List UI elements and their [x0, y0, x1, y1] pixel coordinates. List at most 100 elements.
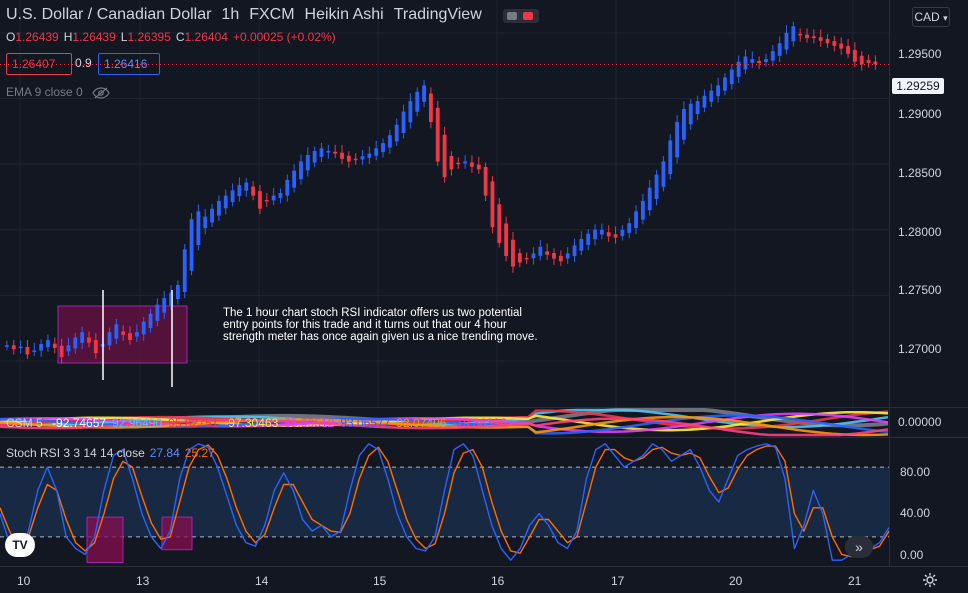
eye-hidden-icon[interactable] [92, 87, 110, 99]
currency-select[interactable]: CAD ▾ [912, 7, 950, 27]
settings-gear-icon[interactable] [922, 572, 938, 588]
candle-body [757, 60, 762, 64]
candle-body [572, 245, 577, 256]
pane-separator[interactable] [0, 407, 968, 408]
ema-legend[interactable]: EMA 9 close 0 [6, 85, 110, 99]
candle-body [18, 346, 23, 349]
candle-body [32, 350, 37, 353]
candle-body [87, 337, 91, 343]
candle-body [422, 85, 426, 102]
time-axis[interactable] [0, 566, 968, 593]
candle-body [326, 150, 331, 153]
candle-body [134, 332, 139, 337]
price-tick: 1.28000 [898, 225, 942, 239]
candle-body [798, 33, 803, 36]
candle-body [825, 38, 830, 44]
price-tick: 1.27500 [898, 283, 942, 297]
candle-body [73, 337, 78, 349]
stoch-rsi-legend[interactable]: Stoch RSI 3 3 14 14 close 27.84 25.27 [6, 446, 220, 460]
price-chart[interactable] [0, 0, 889, 407]
candle-body [285, 179, 290, 196]
time-tick: 14 [255, 574, 269, 588]
candle-body [107, 332, 112, 346]
candle-body [675, 122, 680, 158]
candle-body [216, 200, 221, 216]
price-tick: 1.27000 [898, 342, 942, 356]
candle-body [353, 158, 358, 161]
spread-value: 0.9 [75, 56, 92, 70]
buy-button[interactable]: 1.26416 [98, 53, 160, 75]
csm-pane[interactable] [0, 408, 889, 437]
candle-body [305, 154, 310, 171]
candle-body [784, 32, 789, 50]
candle-body [449, 155, 454, 170]
candle-body [627, 223, 632, 233]
candle-body [387, 135, 392, 148]
candle-body [654, 174, 659, 200]
chart-title[interactable]: U.S. Dollar / Canadian Dollar 1h FXCM Heiki… [6, 6, 492, 24]
toggle-left-icon [507, 12, 517, 20]
csm-line [0, 415, 889, 437]
scroll-to-realtime-button[interactable]: » [845, 536, 873, 558]
rsi-tick: 80.00 [900, 465, 931, 479]
candle-body [764, 59, 768, 62]
stoch-rsi-k-line [0, 443, 889, 561]
candle-body [46, 340, 50, 348]
candle-body [470, 162, 474, 167]
chart-style[interactable]: Heikin Ashi [304, 6, 384, 23]
sell-button[interactable]: 1.26407 [6, 53, 72, 75]
candle-body [606, 232, 611, 237]
price-axis[interactable] [889, 0, 968, 566]
stoch-rsi-d-value: 25.27 [184, 446, 215, 460]
candle-body [278, 192, 283, 199]
candle-body [688, 103, 693, 125]
stoch-rsi-canvas [0, 443, 889, 564]
stoch-rsi-label: Stoch RSI 3 3 14 14 close [6, 446, 145, 460]
ohlc-legend: O1.26439 H1.26439 L1.26395 C1.26404 +0.00025… [6, 30, 341, 44]
interval[interactable]: 1h [221, 6, 240, 23]
market-status-toggle[interactable] [503, 9, 539, 23]
tradingview-logo-icon[interactable]: TV [5, 533, 35, 557]
symbol-name[interactable]: U.S. Dollar / Canadian Dollar [6, 6, 212, 23]
csm-value: 95.82751 [168, 416, 219, 430]
candle-body [750, 59, 755, 63]
csm-line [0, 417, 889, 437]
price-tick: 1.29500 [898, 47, 942, 61]
candle-body [182, 249, 187, 292]
price-chart-canvas[interactable] [0, 0, 889, 407]
csm-legend[interactable]: CSM 5 -92.74657 92.96490 95.82751 -97.30463… [6, 416, 518, 430]
candle-body [476, 164, 481, 170]
candle-body [818, 37, 823, 41]
csm-axis-value: 0.00000 [898, 415, 942, 429]
candle-body [5, 345, 9, 347]
open-value: 1.26439 [15, 30, 59, 44]
high-value: 1.26439 [72, 30, 116, 44]
candle-body [230, 190, 235, 202]
candle-body [408, 101, 413, 123]
ema-label: EMA 9 close 0 [6, 85, 83, 99]
time-tick: 10 [17, 574, 31, 588]
pane-separator[interactable] [0, 437, 968, 438]
candle-body [497, 204, 502, 243]
candle-body [873, 61, 878, 65]
candle-body [558, 255, 563, 262]
candle-body [148, 313, 153, 329]
candle-body [866, 60, 871, 64]
candle-body [723, 77, 727, 91]
csm-label: CSM 5 [6, 416, 43, 430]
stoch-rsi-d-line [0, 444, 889, 558]
candle-body [483, 166, 488, 196]
candle-body [319, 148, 324, 157]
candle-body [141, 321, 146, 335]
candle-body [743, 56, 748, 70]
candle-body [579, 238, 584, 251]
candle-body [805, 34, 809, 39]
candle-body [80, 332, 85, 343]
candle-body [777, 43, 782, 56]
current-price-label: 1.29259 [892, 78, 944, 94]
stoch-rsi-pane[interactable] [0, 438, 889, 566]
csm-value: -97.30463 [224, 416, 279, 430]
candle-body [538, 246, 543, 256]
time-tick: 21 [848, 574, 862, 588]
candle-body [59, 345, 64, 358]
